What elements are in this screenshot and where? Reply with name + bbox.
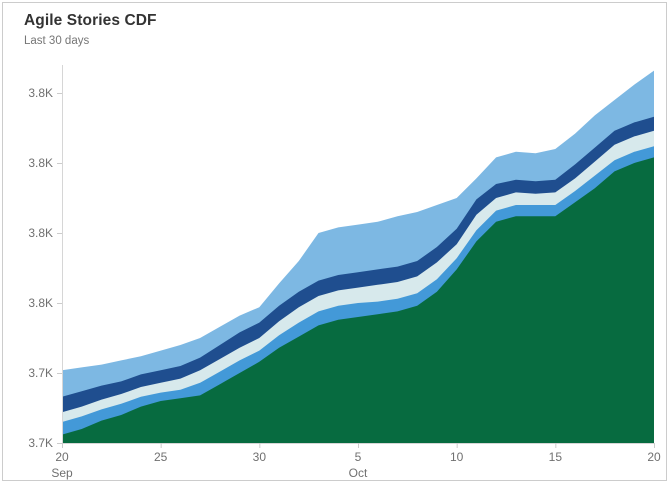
x-axis-label: 25	[154, 450, 168, 464]
x-axis-label: 20	[647, 450, 661, 464]
y-axis-label: 3.7K	[28, 436, 53, 450]
x-axis-label: 15	[549, 450, 563, 464]
x-axis-label: 30	[253, 450, 267, 464]
y-axis-label: 3.8K	[28, 226, 53, 240]
x-axis-label: 20	[55, 450, 69, 464]
x-axis-month-label: Oct	[349, 466, 368, 480]
area-series-green[interactable]	[62, 157, 654, 443]
x-axis-label: 10	[450, 450, 464, 464]
widget-subtitle: Last 30 days	[24, 35, 90, 47]
x-axis-month-label: Sep	[51, 466, 73, 480]
y-axis-label: 3.8K	[28, 156, 53, 170]
x-axis-label: 5	[355, 450, 362, 464]
widget-title: Agile Stories CDF	[24, 12, 157, 29]
y-axis-label: 3.8K	[28, 296, 53, 310]
y-axis-label: 3.8K	[28, 86, 53, 100]
y-axis-label: 3.7K	[28, 366, 53, 380]
